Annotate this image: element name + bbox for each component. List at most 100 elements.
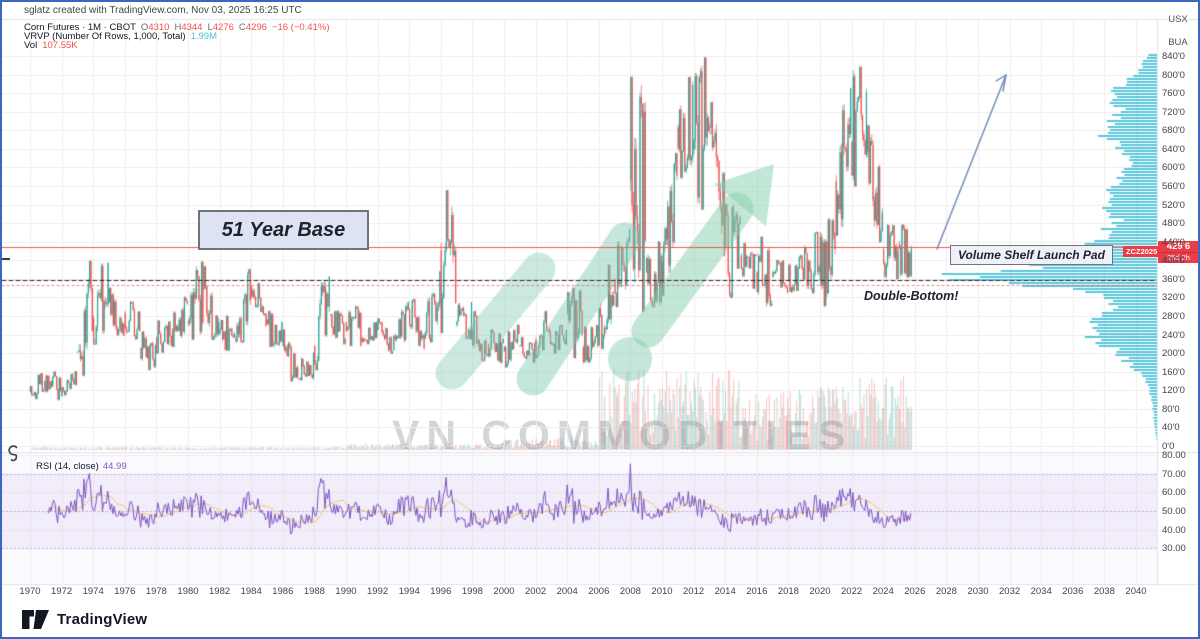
time-tick-label: 2036 [1062, 586, 1084, 597]
time-tick-label: 1976 [114, 586, 136, 597]
price-tick-label: 480'0 [1162, 218, 1185, 230]
time-tick-label: 2022 [841, 586, 863, 597]
price-tick-label: 280'0 [1162, 311, 1185, 322]
vol-label: Vol [24, 40, 38, 51]
last-price-value: 429'6 [1166, 241, 1191, 252]
ohlc-value: 4276 [212, 22, 234, 33]
drawing-anchor-icon[interactable] [6, 444, 20, 471]
price-tick-label: 840'0 [1162, 51, 1185, 62]
time-tick-label: 1996 [430, 586, 452, 597]
attribution-text: sglatz created with TradingView.com, Nov… [24, 5, 302, 16]
change-value: −16 (−0.41%) [271, 22, 330, 33]
rsi-tick-label: 70.00 [1162, 468, 1186, 480]
contract-badge[interactable]: ZCZ2025 [1123, 246, 1161, 257]
time-tick-label: 2030 [967, 586, 989, 597]
time-tick-label: 1986 [272, 586, 294, 597]
ohlc-key: C [238, 22, 246, 33]
ohlc-value: 4310 [148, 22, 170, 33]
symbol-legend-row[interactable]: Corn Futures · 1M · CBOT O4310 H4344 L4276 C… [24, 22, 330, 33]
time-tick-label: 1982 [209, 586, 231, 597]
price-tick-label: 720'0 [1162, 106, 1185, 118]
rsi-tick-label: 60.00 [1162, 487, 1186, 499]
volume-legend-row[interactable]: Vol 107.55K [24, 40, 78, 51]
tradingview-logo[interactable]: TradingView [22, 610, 147, 629]
time-tick-label: 2038 [1093, 586, 1115, 597]
contract-countdown: 25d 2h [1158, 252, 1198, 263]
price-marker-tick [2, 258, 10, 260]
vol-value: 107.55K [42, 40, 78, 51]
price-tick-label: 560'0 [1162, 181, 1185, 192]
rsi-value: 44.99 [102, 461, 127, 472]
symbol-title: Corn Futures · 1M · CBOT [24, 22, 136, 33]
vrvp-value: 1.99M [190, 31, 217, 42]
time-tick-label: 1984 [240, 586, 262, 597]
annotation-double-bottom[interactable]: Double-Bottom! [864, 289, 959, 303]
price-tick-label: 40'0 [1162, 422, 1180, 434]
time-tick-label: 1974 [82, 586, 104, 597]
price-tick-label: 360'0 [1162, 273, 1185, 285]
rsi-tick-label: 30.00 [1162, 543, 1186, 555]
time-tick-label: 2026 [904, 586, 926, 597]
time-tick-label: 2016 [746, 586, 768, 597]
time-tick-label: 2034 [1030, 586, 1052, 597]
price-tick-label: 200'0 [1162, 348, 1185, 360]
price-tick-label: 440'0 [1162, 236, 1185, 248]
time-tick-label: 1998 [461, 586, 483, 597]
time-tick-label: 2008 [619, 586, 641, 597]
time-tick-label: 2002 [525, 586, 547, 597]
time-tick-label: 2024 [872, 586, 894, 597]
last-price-badge[interactable]: 429'6 25d 2h [1158, 241, 1198, 263]
time-tick-label: 1990 [335, 586, 357, 597]
rsi-tick-label: 40.00 [1162, 524, 1186, 536]
price-tick-label: 240'0 [1162, 329, 1185, 341]
time-tick-label: 1992 [367, 586, 389, 597]
time-tick-label: 1994 [398, 586, 420, 597]
tradingview-logo-text: TradingView [57, 611, 148, 628]
time-tick-label: 2028 [935, 586, 957, 597]
annotation-51-year-base[interactable]: 51 Year Base [198, 210, 369, 250]
rsi-tick-label: 80.00 [1162, 450, 1186, 462]
price-tick-label: 680'0 [1162, 125, 1185, 137]
price-tick-label: 400'0 [1162, 255, 1185, 267]
price-tick-label: 160'0 [1162, 366, 1185, 378]
rsi-tick-label: 50.00 [1162, 506, 1186, 517]
time-tick-label: 2018 [777, 586, 799, 597]
price-tick-label: 120'0 [1162, 385, 1185, 397]
time-tick-label: 2032 [999, 586, 1021, 597]
time-tick-label: 1980 [177, 586, 199, 597]
price-tick-label: 80'0 [1162, 403, 1180, 415]
time-tick-label: 2006 [588, 586, 610, 597]
rsi-legend-row[interactable]: RSI (14, close) 44.99 [36, 461, 127, 472]
time-tick-label: 2012 [683, 586, 705, 597]
price-tick-label: 760'0 [1162, 88, 1185, 100]
time-tick-label: 1988 [303, 586, 325, 597]
annotation-volume-shelf-launch-pad[interactable]: Volume Shelf Launch Pad [950, 245, 1113, 265]
ohlc-key: L [207, 22, 213, 33]
time-tick-label: 1972 [51, 586, 73, 597]
price-tick-label: 320'0 [1162, 292, 1185, 304]
ohlc-value: 4296 [245, 22, 267, 33]
tradingview-logo-icon [22, 610, 49, 629]
ohlc-values: O4310 H4344 L4276 C4296 [136, 22, 267, 33]
price-tick-label: 0'0 [1162, 441, 1175, 452]
price-tick-label: 600'0 [1162, 162, 1185, 174]
time-tick-label: 2014 [714, 586, 736, 597]
ohlc-key: O [140, 22, 149, 33]
rsi-label: RSI (14, close) [36, 461, 99, 472]
axis-unit-currency: USX [1168, 14, 1188, 25]
time-tick-label: 2010 [651, 586, 673, 597]
vrvp-legend-row[interactable]: VRVP (Number Of Rows, 1,000, Total) 1.99M [24, 31, 217, 42]
price-tick-label: 800'0 [1162, 69, 1185, 81]
time-tick-label: 2040 [1125, 586, 1147, 597]
time-tick-label: 2020 [809, 586, 831, 597]
time-tick-label: 2000 [493, 586, 515, 597]
ohlc-key: H [174, 22, 182, 33]
price-tick-label: 640'0 [1162, 143, 1185, 155]
price-tick-label: 520'0 [1162, 199, 1185, 211]
ohlc-value: 4344 [181, 22, 203, 33]
time-tick-label: 1970 [19, 586, 41, 597]
axis-unit-bushel: BUA [1168, 37, 1188, 48]
time-tick-label: 2004 [556, 586, 578, 597]
